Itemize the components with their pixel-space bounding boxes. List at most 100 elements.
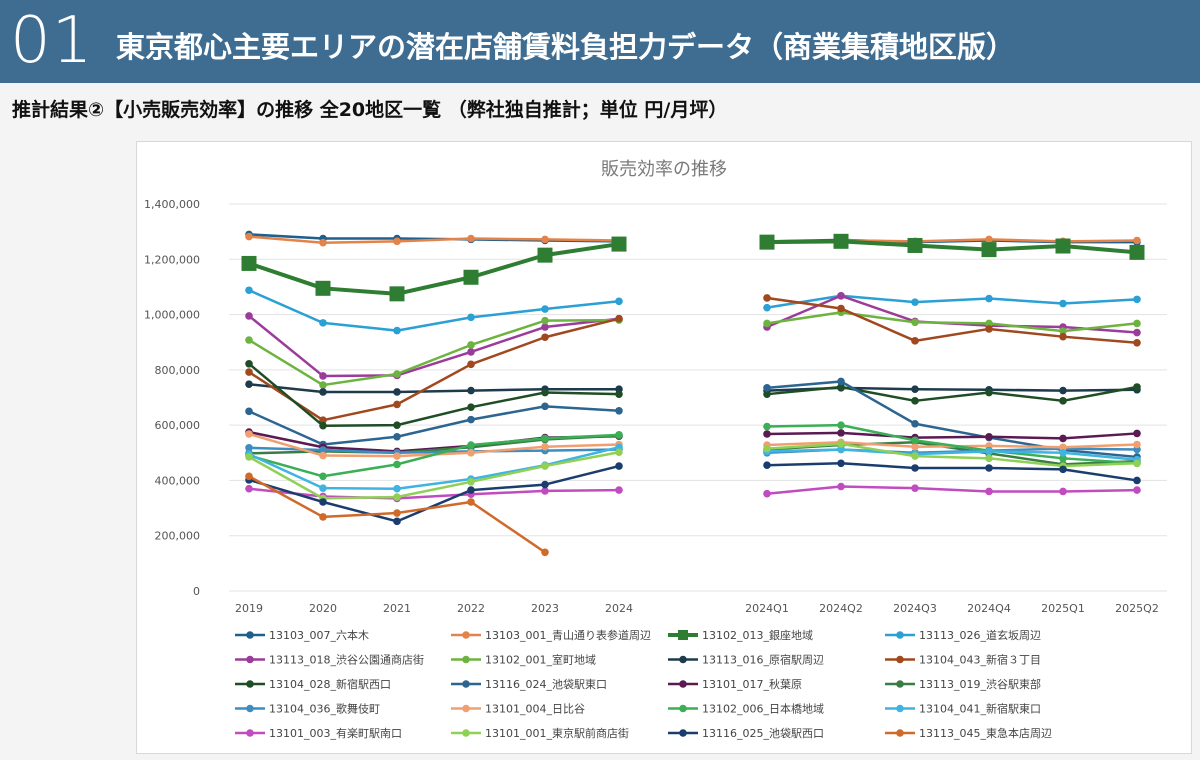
data-point [911, 484, 919, 492]
x-tick-label: 2025Q2 [1115, 602, 1159, 615]
legend-label: 13101_017_秋葉原 [702, 677, 802, 691]
data-point [1059, 386, 1067, 395]
data-point [911, 452, 919, 460]
legend-label: 13104_043_新宿３丁目 [919, 653, 1041, 667]
legend-label: 13113_018_渋谷公園通商店街 [269, 653, 424, 667]
x-tick-label: 2020 [309, 602, 337, 615]
page-title: 東京都心主要エリアの潜在店舗賃料負担力データ（商業集積地区版） [116, 30, 1016, 64]
series-6 [245, 308, 1141, 389]
legend-label: 13113_016_原宿駅周辺 [702, 653, 824, 667]
data-point [1059, 332, 1067, 341]
data-point [615, 448, 623, 457]
data-point [1133, 319, 1141, 328]
data-point [763, 461, 771, 470]
data-point [393, 370, 401, 378]
data-point [393, 517, 401, 526]
y-tick-label: 1,200,000 [144, 253, 200, 266]
data-point [467, 403, 475, 411]
x-tick-label: 2023 [531, 602, 559, 615]
data-point [393, 421, 401, 429]
legend-marker [679, 655, 687, 664]
series-20 [245, 472, 549, 557]
legend-label: 13101_004_日比谷 [485, 703, 585, 716]
data-point [985, 464, 993, 472]
data-point [393, 493, 401, 501]
data-point [393, 388, 401, 396]
chart-subtitle: 推計結果②【小売販売効率】の推移 全20地区一覧 （弊社独自推計；単位 円/月坪… [12, 99, 728, 121]
data-point [467, 386, 475, 395]
series-line [248, 362, 620, 427]
data-point [541, 487, 549, 495]
data-point [467, 313, 475, 322]
series-line [248, 242, 620, 296]
legend-marker [896, 729, 904, 737]
y-tick-label: 0 [193, 585, 200, 598]
data-point [985, 319, 993, 328]
legend-item: 13116_024_池袋駅東口 [451, 677, 607, 691]
data-point [763, 390, 771, 398]
series-line [248, 487, 620, 500]
series-line [766, 239, 1138, 255]
legend-label: 13104_028_新宿駅西口 [269, 677, 391, 691]
data-point [837, 445, 845, 454]
data-point [615, 314, 623, 323]
data-point [911, 337, 919, 345]
data-point [911, 318, 919, 327]
section-number: 01 [10, 4, 94, 78]
series-5 [245, 291, 1141, 380]
data-point [1133, 459, 1141, 468]
legend-item: 13113_018_渋谷公園通商店街 [235, 653, 424, 667]
legend-item: 13113_016_原宿駅周辺 [668, 653, 824, 667]
data-point [319, 388, 327, 396]
legend-label: 13104_041_新宿駅東口 [919, 702, 1041, 716]
series-line [248, 464, 620, 523]
data-point [1133, 440, 1141, 449]
data-point [837, 421, 845, 429]
data-point [541, 434, 549, 443]
x-tick-label: 2024 [605, 602, 633, 615]
legend-item: 13102_006_日本橋地域 [668, 702, 824, 716]
legend-marker [896, 680, 904, 688]
data-point [763, 430, 771, 438]
data-point [393, 400, 401, 409]
legend-label: 13101_003_有楽町駅南口 [269, 726, 402, 740]
y-tick-label: 800,000 [155, 364, 201, 377]
legend-item: 13101_004_日比谷 [451, 703, 585, 716]
data-point [393, 432, 401, 441]
series-line [766, 385, 1138, 403]
legend-label: 13102_001_室町地域 [485, 653, 596, 667]
series-line [766, 294, 1138, 309]
legend-marker [462, 729, 470, 737]
legend-marker [462, 655, 470, 664]
data-point [615, 390, 623, 398]
legend-marker [246, 729, 254, 737]
legend-item: 13101_003_有楽町駅南口 [235, 726, 402, 740]
series-line [248, 382, 619, 394]
data-point [319, 451, 327, 460]
legend-marker [246, 680, 254, 688]
data-point [911, 298, 919, 306]
data-point [1059, 397, 1067, 405]
data-point [537, 247, 553, 263]
legend-marker [679, 729, 687, 737]
series-line [248, 446, 620, 490]
legend-item: 13102_001_室町地域 [451, 653, 596, 667]
data-point [393, 452, 401, 460]
data-point [911, 442, 919, 451]
data-point [541, 316, 549, 325]
series-8 [245, 294, 1141, 424]
data-point [393, 237, 401, 246]
data-point [245, 368, 253, 376]
data-point [467, 234, 475, 243]
data-point [319, 372, 327, 380]
series-line [248, 314, 620, 378]
data-point [393, 509, 401, 517]
x-tick-label: 2024Q3 [893, 602, 937, 615]
data-point [985, 325, 993, 333]
data-point [1059, 465, 1067, 474]
series-15 [245, 421, 1141, 481]
data-point [837, 459, 845, 468]
data-point [985, 454, 993, 463]
series-line [766, 442, 1138, 468]
legend-label: 13104_036_歌舞伎町 [269, 702, 380, 716]
